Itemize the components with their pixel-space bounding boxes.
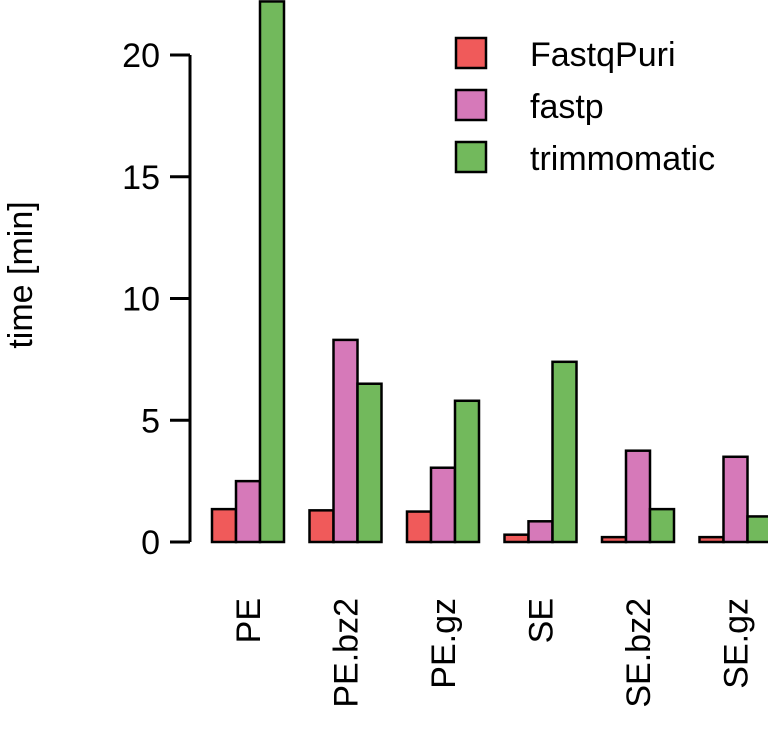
legend-label: fastp xyxy=(530,88,604,126)
bars xyxy=(210,0,768,544)
bar-trimmomatic-pe-gz xyxy=(453,399,481,544)
legend-label: FastqPuri xyxy=(530,36,676,74)
legend-swatch xyxy=(454,36,488,70)
legend-swatch xyxy=(454,88,488,122)
legend-swatch xyxy=(454,140,488,174)
y-tick-label: 0 xyxy=(141,524,160,562)
bar-fastqpuri-pe xyxy=(210,507,238,544)
bar-fastp-se-bz2 xyxy=(624,449,652,544)
bar-fastp-se-gz xyxy=(722,455,749,544)
bar-trimmomatic-se-gz xyxy=(746,515,768,544)
x-tick-label: PE.gz xyxy=(425,598,463,689)
x-tick-label: PE.bz2 xyxy=(328,598,366,708)
x-axis-labels: PE PE.bz2 PE.gz SE SE.bz2 SE.gz xyxy=(230,598,756,708)
y-tick-label: 20 xyxy=(122,37,160,75)
bar-fastp-pe xyxy=(234,479,262,544)
x-tick-label: SE xyxy=(523,598,561,643)
x-tick-label: SE.gz xyxy=(718,598,756,689)
y-tick-label: 5 xyxy=(141,402,160,440)
bar-fastqpuri-pe-gz xyxy=(405,510,433,544)
bar-trimmomatic-se-bz2 xyxy=(648,507,676,544)
x-tick-label: SE.bz2 xyxy=(620,598,658,708)
bar-trimmomatic-pe xyxy=(258,0,286,544)
y-tick-label: 10 xyxy=(122,281,160,319)
bar-fastp-pe-bz2 xyxy=(332,338,359,544)
legend: FastqPuri fastp trimmomatic xyxy=(454,36,715,178)
bar-fastqpuri-se xyxy=(503,533,530,544)
legend-label: trimmomatic xyxy=(530,140,715,178)
bar-fastqpuri-se-bz2 xyxy=(600,535,628,544)
y-tick-label: 15 xyxy=(122,159,160,197)
bar-fastqpuri-se-gz xyxy=(698,535,725,544)
bar-trimmomatic-pe-bz2 xyxy=(356,382,383,544)
bar-fastp-se xyxy=(527,520,554,544)
bar-fastqpuri-pe-bz2 xyxy=(308,509,335,544)
y-axis-title: time [min] xyxy=(2,201,40,348)
x-tick-label: PE xyxy=(230,598,268,643)
bar-trimmomatic-se xyxy=(551,360,578,544)
bar-fastp-pe-gz xyxy=(429,466,457,544)
y-axis: 0 5 10 15 20 xyxy=(122,37,192,562)
